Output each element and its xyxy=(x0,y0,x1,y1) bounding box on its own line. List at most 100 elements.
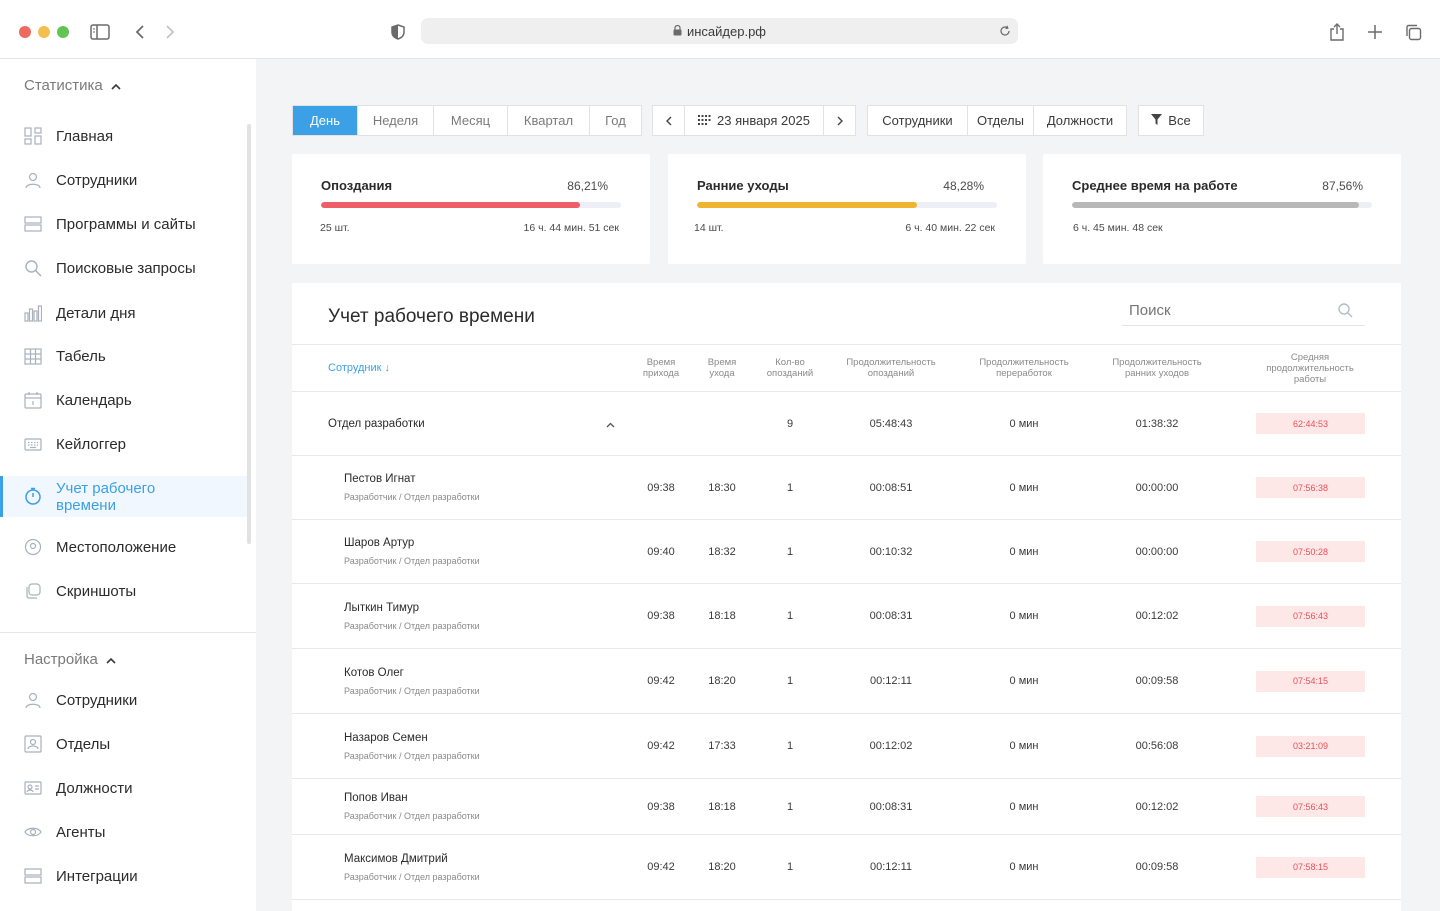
group-departments-button[interactable]: Отделы xyxy=(968,106,1034,135)
window-close-button[interactable] xyxy=(19,26,31,38)
search-icon[interactable] xyxy=(1338,303,1353,323)
sort-employee-header[interactable]: Сотрудник ↓ xyxy=(328,361,390,374)
period-quarter-button[interactable]: Квартал xyxy=(508,106,590,135)
privacy-shield-icon[interactable] xyxy=(386,20,410,44)
sidebar-item-location[interactable]: Местоположение xyxy=(0,527,248,567)
forward-icon[interactable] xyxy=(158,20,182,44)
period-month-button[interactable]: Месяц xyxy=(434,106,508,135)
employee-position: Разработчик / Отдел разработки xyxy=(344,871,480,882)
header-early-leave[interactable]: Продолжительность ранних уходов xyxy=(1112,357,1202,379)
arrival-cell: 09:42 xyxy=(647,740,675,752)
dashboard-icon xyxy=(24,127,42,145)
status-badge: 07:58:15 xyxy=(1256,856,1365,878)
employee-name[interactable]: Лыткин Тимур xyxy=(344,601,420,614)
table-row[interactable]: Лыткин Тимур Разработчик / Отдел разработ… xyxy=(292,584,1401,649)
early-leave-cell: 00:56:08 xyxy=(1135,740,1179,752)
browser-toolbar: инсайдер.рф xyxy=(0,0,1440,59)
late-count-cell: 1 xyxy=(786,740,794,752)
period-selector: День Неделя Месяц Квартал Год xyxy=(292,105,642,136)
back-icon[interactable] xyxy=(128,20,152,44)
employee-cell: Пестов Игнат Разработчик / Отдел разработ… xyxy=(344,456,480,519)
sidebar: Статистика Главная Сотрудники Программы … xyxy=(0,59,256,911)
table-row[interactable]: Шаров Артур Разработчик / Отдел разработк… xyxy=(292,520,1401,584)
sidebar-item-time-tracking[interactable]: Учет рабочего времени xyxy=(0,476,248,517)
sidebar-item-day-details[interactable]: Детали дня xyxy=(0,293,248,333)
departure-cell: 18:30 xyxy=(708,481,736,494)
sidebar-item-positions[interactable]: Должности xyxy=(0,768,248,808)
table-row[interactable]: Попов Иван Разработчик / Отдел разработки… xyxy=(292,779,1401,835)
late-duration-cell: 00:12:11 xyxy=(869,675,912,687)
sidebar-item-label: Учет рабочего времени xyxy=(56,479,156,514)
reload-icon[interactable] xyxy=(996,22,1014,40)
header-late-duration[interactable]: Продолжительность опозданий xyxy=(846,357,936,379)
early-leave-cell: 00:00:00 xyxy=(1135,545,1179,558)
sidebar-item-integrations[interactable]: Интеграции xyxy=(0,856,248,896)
window-minimize-button[interactable] xyxy=(38,26,50,38)
new-tab-icon[interactable] xyxy=(1363,20,1387,44)
sidebar-scrollbar[interactable] xyxy=(247,124,251,544)
collapse-department-button[interactable] xyxy=(606,392,615,455)
window-zoom-button[interactable] xyxy=(57,26,69,38)
late-duration-cell: 00:10:32 xyxy=(869,545,913,558)
sidebar-item-home[interactable]: Главная xyxy=(0,116,248,156)
sidebar-toggle-icon[interactable] xyxy=(88,20,112,44)
employee-name[interactable]: Котов Олег xyxy=(344,666,404,679)
date-display[interactable]: 23 января 2025 xyxy=(684,106,824,135)
header-arrival[interactable]: Время прихода xyxy=(642,357,680,379)
sidebar-item-screenshots[interactable]: Скриншоты xyxy=(0,571,248,611)
sidebar-item-employees[interactable]: Сотрудники xyxy=(0,160,248,200)
sidebar-item-departments[interactable]: Отделы xyxy=(0,724,248,764)
early-leave-cell: 01:38:32 xyxy=(1135,417,1179,430)
stat-card-percent: 48,28% xyxy=(943,179,984,193)
address-bar[interactable]: инсайдер.рф xyxy=(421,18,1018,44)
bar-chart-icon xyxy=(24,304,42,322)
late-count-cell: 1 xyxy=(786,610,794,622)
chevron-up-icon xyxy=(606,415,615,433)
table-row[interactable]: Пестов Игнат Разработчик / Отдел разработ… xyxy=(292,456,1401,520)
department-row[interactable]: Отдел разработки 9 05:48:43 0 мин 01:38:… xyxy=(292,392,1401,456)
progress-fill xyxy=(321,202,580,208)
period-year-button[interactable]: Год xyxy=(605,113,626,128)
table-row[interactable]: Котов Олег Разработчик / Отдел разработки… xyxy=(292,649,1401,714)
chevron-left-icon xyxy=(665,116,671,125)
header-overtime[interactable]: Продолжительность переработок xyxy=(979,357,1069,379)
header-avg-work[interactable]: Средняя продолжительность работы xyxy=(1266,351,1354,385)
date-text: 23 января 2025 xyxy=(717,113,810,128)
arrival-cell: 09:38 xyxy=(647,481,675,494)
employee-name[interactable]: Максимов Дмитрий xyxy=(344,852,448,865)
sidebar-item-settings-employees[interactable]: Сотрудники xyxy=(0,680,248,720)
employee-name[interactable]: Пестов Игнат xyxy=(344,473,416,485)
calendar-grid-icon xyxy=(698,113,711,128)
period-day-button[interactable]: День xyxy=(293,106,358,135)
table-row[interactable]: Назаров Семен Разработчик / Отдел разрабо… xyxy=(292,714,1401,779)
sidebar-section-stats[interactable]: Статистика xyxy=(24,77,121,94)
stat-card-avg-work-time: Среднее время на работе 87,56% 6 ч. 45 м… xyxy=(1043,154,1401,264)
search-input[interactable] xyxy=(1122,302,1322,319)
avg-work-cell: 07:56:43 xyxy=(1256,779,1365,834)
sidebar-item-agents[interactable]: Агенты xyxy=(0,812,248,852)
table-row[interactable]: Максимов Дмитрий Разработчик / Отдел разр… xyxy=(292,835,1401,900)
prev-date-button[interactable] xyxy=(653,106,684,135)
group-employees-button[interactable]: Сотрудники xyxy=(868,106,968,135)
late-duration-cell: 00:12:02 xyxy=(869,740,913,752)
sidebar-item-timesheet[interactable]: Табель xyxy=(0,336,248,376)
id-card-icon xyxy=(24,779,42,797)
tabs-overview-icon[interactable] xyxy=(1401,20,1425,44)
sidebar-item-search-queries[interactable]: Поисковые запросы xyxy=(0,248,248,288)
sidebar-item-label: Главная xyxy=(56,127,114,145)
header-departure[interactable]: Время ухода xyxy=(707,357,737,379)
employee-name[interactable]: Назаров Семен xyxy=(344,731,428,744)
sidebar-item-keylogger[interactable]: Кейлоггер xyxy=(0,424,248,464)
header-late-count[interactable]: Кол-во опозданий xyxy=(766,357,814,379)
avg-work-cell: 62:44:53 xyxy=(1256,392,1365,455)
filter-button[interactable]: Все xyxy=(1138,105,1204,136)
period-week-button[interactable]: Неделя xyxy=(358,106,434,135)
share-icon[interactable] xyxy=(1325,20,1349,44)
employee-name[interactable]: Шаров Артур xyxy=(344,537,415,549)
sidebar-item-apps[interactable]: Программы и сайты xyxy=(0,204,248,244)
employee-name[interactable]: Попов Иван xyxy=(344,792,408,804)
sidebar-item-calendar[interactable]: Календарь xyxy=(0,380,248,420)
sidebar-section-settings[interactable]: Настройка xyxy=(24,651,116,668)
group-positions-button[interactable]: Должности xyxy=(1046,113,1114,128)
next-date-button[interactable] xyxy=(824,106,855,135)
